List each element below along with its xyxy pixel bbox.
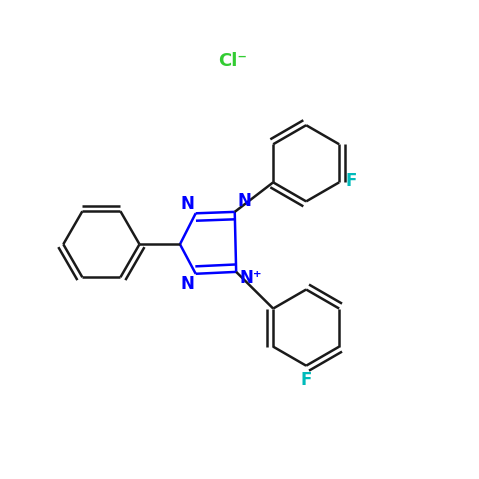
Text: N: N xyxy=(180,275,194,293)
Text: N: N xyxy=(180,195,194,213)
Text: Cl⁻: Cl⁻ xyxy=(218,52,247,70)
Text: N⁺: N⁺ xyxy=(239,269,262,286)
Text: F: F xyxy=(345,172,357,190)
Text: N: N xyxy=(237,193,251,210)
Text: F: F xyxy=(300,371,312,389)
